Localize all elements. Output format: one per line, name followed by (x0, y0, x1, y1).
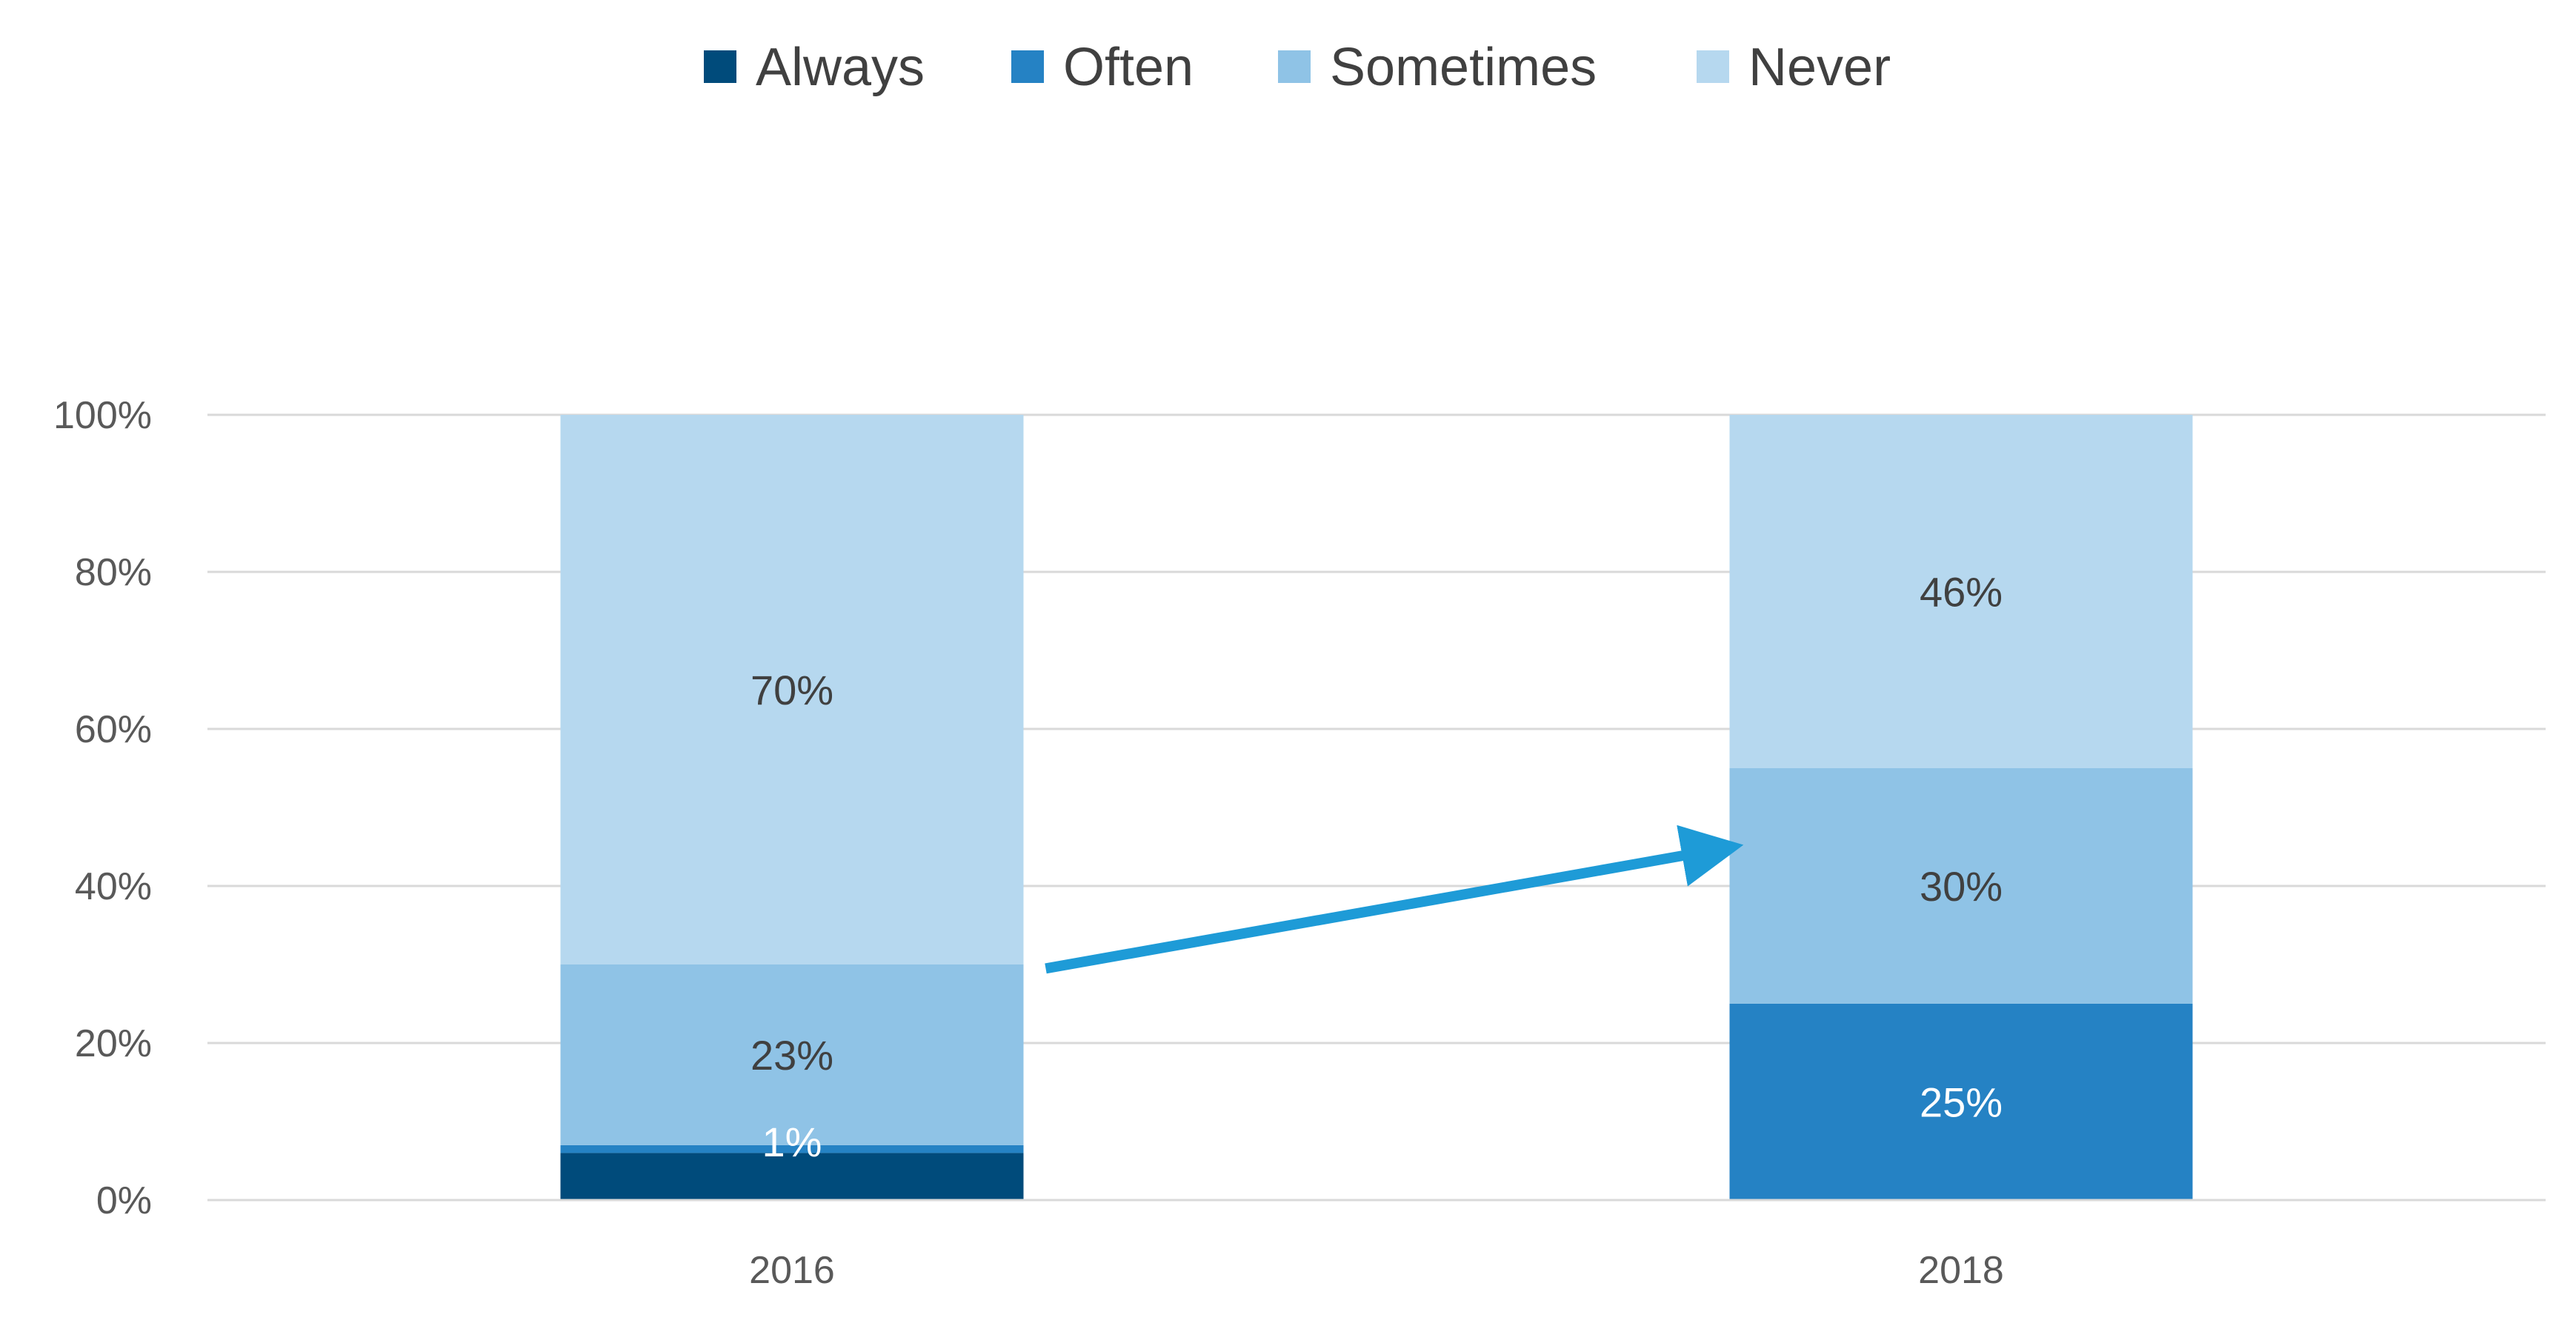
data-label-2016-sometimes: 23% (750, 1032, 833, 1079)
bars (560, 415, 2193, 1200)
legend-label-sometimes: Sometimes (1330, 38, 1597, 97)
y-axis: 0% 20% 40% 60% 80% 100% (53, 394, 152, 1222)
bar-2018-often (1729, 1004, 2193, 1200)
y-tick-label-80: 80% (75, 551, 152, 594)
data-label-2018-sometimes: 30% (1920, 863, 2003, 910)
y-tick-label-40: 40% (75, 865, 152, 908)
y-tick-label-0: 0% (96, 1179, 152, 1222)
bar-2016-always (560, 1153, 1024, 1200)
bar-2016-sometimes (560, 964, 1024, 1145)
bar-2016-often (560, 1145, 1024, 1153)
x-axis: 2016 2018 (207, 1199, 2546, 1292)
data-label-2018-often: 25% (1920, 1079, 2003, 1126)
legend-swatch-sometimes (1278, 50, 1311, 83)
trend-arrow (1045, 824, 1744, 974)
bar-2018-never (1729, 415, 2193, 768)
legend-label-always: Always (756, 38, 925, 97)
legend-label-never: Never (1748, 38, 1891, 97)
y-tick-label-60: 60% (75, 708, 152, 751)
legend-swatch-often (1011, 50, 1044, 83)
bar-2018-sometimes (1729, 768, 2193, 1004)
bar-2016-never (560, 415, 1024, 964)
legend-label-often: Often (1063, 38, 1194, 97)
legend-swatch-never (1697, 50, 1729, 83)
legend: Always Often Sometimes Never (704, 38, 1891, 97)
y-tick-label-100: 100% (53, 394, 152, 437)
data-labels: 1% 23% 70% 25% 30% 46% (750, 569, 2003, 1166)
legend-swatch-always (704, 50, 736, 83)
gridlines (207, 413, 2546, 1202)
data-label-2016-never: 70% (750, 667, 833, 713)
annotations (1045, 824, 1744, 974)
x-tick-label-2018: 2018 (1918, 1249, 2004, 1292)
data-label-2018-never: 46% (1920, 569, 2003, 616)
x-tick-label-2016: 2016 (749, 1249, 835, 1292)
y-tick-label-20: 20% (75, 1022, 152, 1065)
data-label-2016-often: 1% (762, 1119, 822, 1165)
